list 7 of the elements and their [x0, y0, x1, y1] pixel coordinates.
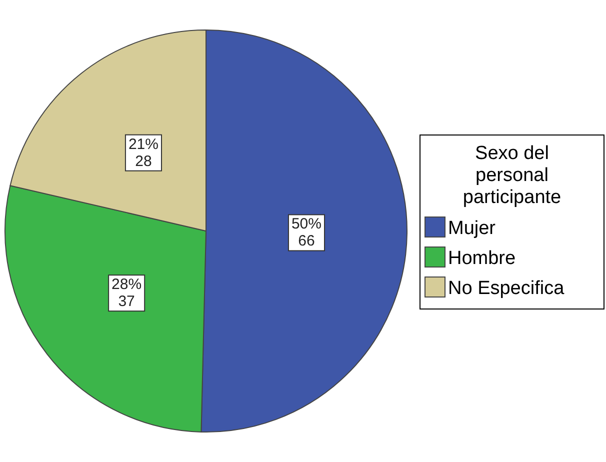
data-label: 50% 66 [291, 216, 322, 250]
legend-label: No Especifica [448, 278, 565, 299]
data-label: 21% 28 [128, 136, 158, 170]
data-label: 28% 37 [112, 276, 142, 310]
legend-title: Sexo del personal participante [462, 143, 562, 208]
legend-label: Hombre [448, 248, 516, 269]
legend-label: Mujer [448, 218, 496, 239]
